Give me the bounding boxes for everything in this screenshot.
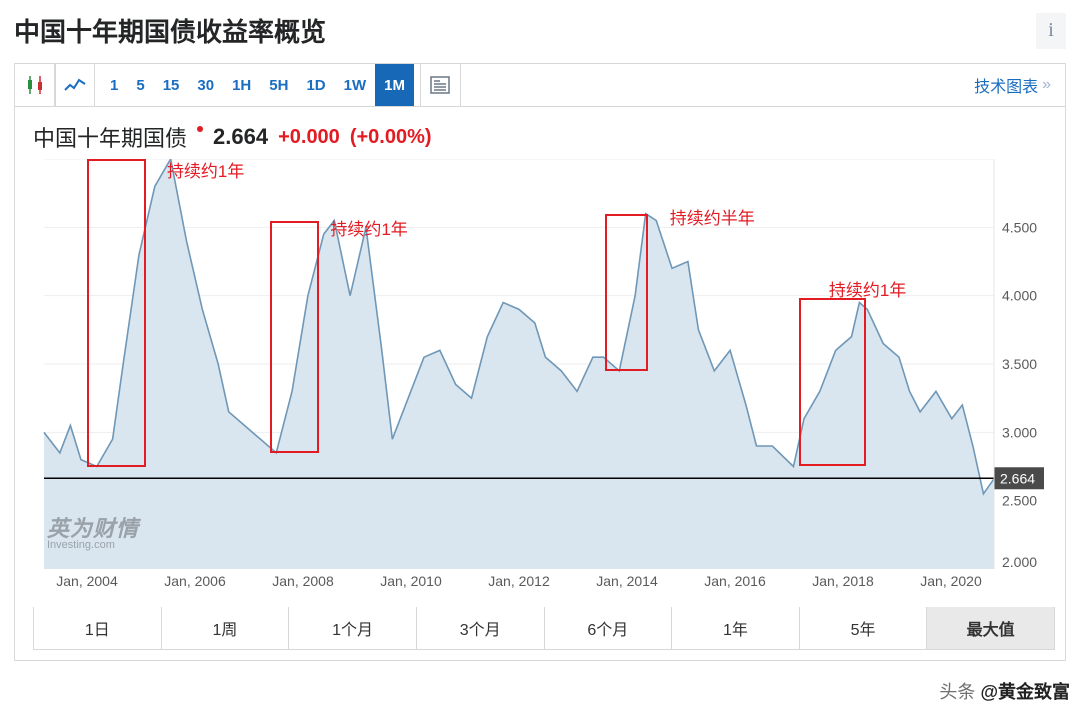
annotation-label: 持续约1年	[167, 157, 244, 182]
page-title: 中国十年期国债收益率概览	[14, 12, 326, 49]
x-tick: Jan, 2020	[897, 573, 1005, 589]
timeframe-1H[interactable]: 1H	[223, 64, 260, 106]
technical-chart-label: 技术图表	[974, 73, 1038, 97]
range-tab[interactable]: 1日	[34, 607, 162, 649]
timeframe-15[interactable]: 15	[154, 64, 189, 106]
annotation-box	[799, 298, 866, 466]
x-tick: Jan, 2010	[357, 573, 465, 589]
range-tab[interactable]: 1个月	[289, 607, 417, 649]
timeframe-list: 1515301H5H1D1W1M	[95, 64, 421, 106]
svg-text:2.500: 2.500	[1002, 493, 1037, 509]
x-tick: Jan, 2008	[249, 573, 357, 589]
annotation-label: 持续约1年	[829, 276, 906, 301]
series-change-pct: (+0.00%)	[350, 126, 432, 149]
x-tick: Jan, 2004	[33, 573, 141, 589]
timeframe-1W[interactable]: 1W	[335, 64, 376, 106]
news-icon[interactable]	[421, 64, 461, 106]
chevron-right-icon: »	[1042, 76, 1051, 94]
attribution: 头条 @黄金致富	[939, 678, 1070, 704]
range-tab[interactable]: 3个月	[417, 607, 545, 649]
range-tab[interactable]: 1周	[162, 607, 290, 649]
x-tick: Jan, 2014	[573, 573, 681, 589]
annotation-box	[270, 221, 319, 453]
candlestick-icon[interactable]	[15, 64, 55, 106]
annotation-label: 持续约1年	[330, 215, 407, 240]
series-name: 中国十年期国债	[33, 121, 187, 153]
svg-text:4.500: 4.500	[1002, 219, 1037, 235]
timeframe-5H[interactable]: 5H	[260, 64, 297, 106]
x-axis-labels: Jan, 2004Jan, 2006Jan, 2008Jan, 2010Jan,…	[33, 569, 1055, 589]
annotation-box	[605, 214, 648, 371]
timeframe-1D[interactable]: 1D	[297, 64, 334, 106]
technical-chart-link[interactable]: 技术图表 »	[960, 64, 1065, 106]
watermark: 英为财情 Investing.com	[47, 518, 139, 551]
series-change: +0.000	[278, 126, 340, 149]
svg-text:2.664: 2.664	[1000, 470, 1035, 486]
range-tab[interactable]: 最大值	[927, 607, 1054, 649]
timeframe-30[interactable]: 30	[188, 64, 223, 106]
chart-plot[interactable]: 2.500 3.000 3.500 4.000 4.500 2.000 2.664 英为财情…	[33, 159, 1055, 569]
svg-text:3.500: 3.500	[1002, 356, 1037, 372]
range-tab[interactable]: 1年	[672, 607, 800, 649]
info-button[interactable]: i	[1036, 13, 1066, 49]
range-tabs: 1日1周1个月3个月6个月1年5年最大值	[33, 607, 1055, 650]
annotation-box	[87, 159, 146, 467]
svg-text:3.000: 3.000	[1002, 424, 1037, 440]
annotation-label: 持续约半年	[670, 204, 755, 229]
svg-text:4.000: 4.000	[1002, 288, 1037, 304]
live-dot-icon	[197, 126, 203, 132]
range-tab[interactable]: 6个月	[545, 607, 673, 649]
x-tick: Jan, 2016	[681, 573, 789, 589]
linechart-icon[interactable]	[55, 64, 95, 106]
chart-panel: 中国十年期国债 2.664 +0.000 (+0.00%) 2.500 3.000…	[14, 107, 1066, 661]
series-last-value: 2.664	[213, 124, 268, 150]
chart-toolbar: 1515301H5H1D1W1M 技术图表 »	[14, 63, 1066, 107]
x-tick: Jan, 2006	[141, 573, 249, 589]
timeframe-1[interactable]: 1	[101, 64, 127, 106]
x-tick: Jan, 2012	[465, 573, 573, 589]
x-tick: Jan, 2018	[789, 573, 897, 589]
svg-text:2.000: 2.000	[1002, 554, 1037, 569]
timeframe-5[interactable]: 5	[127, 64, 153, 106]
range-tab[interactable]: 5年	[800, 607, 928, 649]
timeframe-1M[interactable]: 1M	[375, 64, 414, 106]
